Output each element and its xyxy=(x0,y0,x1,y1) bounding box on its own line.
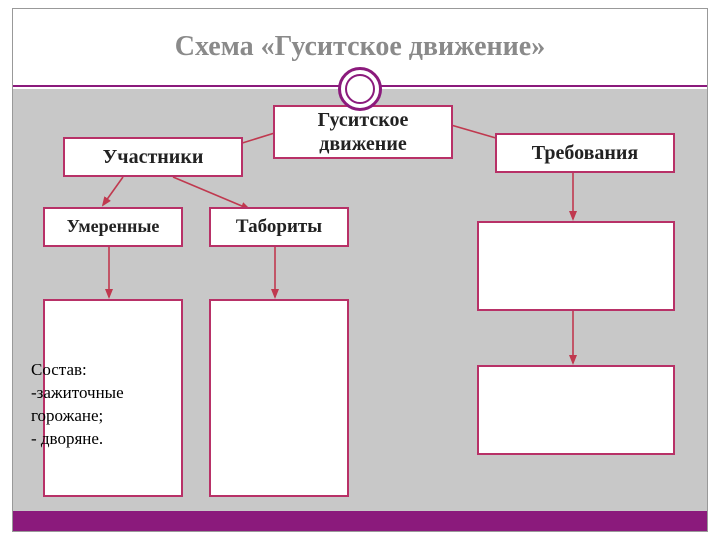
node-root: Гуситское движение xyxy=(273,105,453,159)
bottom-accent-bar xyxy=(13,511,707,531)
node-participants-label: Участники xyxy=(97,141,210,173)
slide-frame: Схема «Гуситское движение» Гуситское дви… xyxy=(12,8,708,532)
node-root-label: Гуситское движение xyxy=(275,104,451,160)
node-demands-label: Требования xyxy=(526,137,644,169)
node-moderates: Умеренные xyxy=(43,207,183,247)
node-moderates-label: Умеренные xyxy=(61,212,166,242)
node-demands-detail-2 xyxy=(477,365,675,455)
circle-ornament xyxy=(338,67,382,111)
node-demands: Требования xyxy=(495,133,675,173)
node-demands-detail-1 xyxy=(477,221,675,311)
node-taborites: Табориты xyxy=(209,207,349,247)
node-taborites-label: Табориты xyxy=(230,212,328,243)
node-participants: Участники xyxy=(63,137,243,177)
node-taborites-detail xyxy=(209,299,349,497)
slide-title: Схема «Гуситское движение» xyxy=(175,31,545,63)
composition-text: Состав: -зажиточные горожане; - дворяне. xyxy=(31,359,124,451)
